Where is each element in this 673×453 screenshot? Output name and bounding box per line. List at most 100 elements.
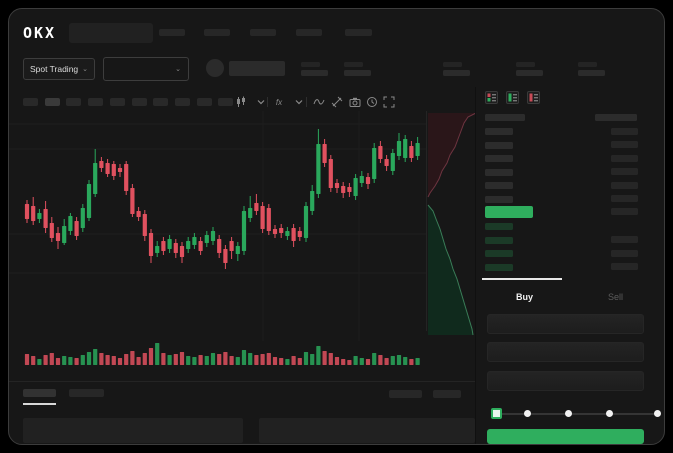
fullscreen-icon[interactable] bbox=[382, 95, 396, 109]
price-input[interactable] bbox=[487, 314, 644, 334]
percent-slider-track[interactable] bbox=[493, 413, 658, 415]
buy-submit-button[interactable] bbox=[487, 429, 644, 444]
nav-item-placeholder[interactable] bbox=[204, 29, 230, 36]
toolbar-divider bbox=[267, 97, 268, 107]
stat-value-placeholder bbox=[578, 70, 605, 76]
timeframe-pill[interactable] bbox=[174, 98, 190, 106]
bottom-tab-active[interactable] bbox=[23, 389, 56, 397]
orderbook-layout-switch bbox=[485, 91, 545, 105]
last-price-placeholder bbox=[229, 61, 285, 76]
ask-amount-bar[interactable] bbox=[611, 195, 638, 202]
trading-app-window: OKX Spot Trading ⌄ ⌄ fx bbox=[8, 8, 665, 445]
tab-sell-label: Sell bbox=[607, 292, 623, 302]
okx-logo-text: OKX bbox=[23, 24, 57, 42]
nav-item-placeholder[interactable] bbox=[159, 29, 185, 36]
ask-amount-bar[interactable] bbox=[611, 168, 638, 176]
header-search-placeholder[interactable] bbox=[69, 23, 153, 43]
section-divider bbox=[9, 381, 475, 382]
top-nav-items bbox=[159, 29, 399, 37]
slider-stop[interactable] bbox=[606, 410, 613, 417]
ticker-stat-group bbox=[516, 62, 543, 76]
orders-table-placeholder bbox=[23, 418, 243, 443]
chevron-down-icon[interactable] bbox=[292, 95, 306, 109]
timeframe-pill[interactable] bbox=[88, 98, 104, 106]
timeframe-pill[interactable] bbox=[109, 98, 125, 106]
price-chart[interactable] bbox=[9, 111, 479, 381]
amount-input[interactable] bbox=[487, 342, 644, 362]
ask-price-row[interactable] bbox=[485, 155, 513, 163]
ask-amount-bar[interactable] bbox=[611, 181, 638, 189]
slider-stop[interactable] bbox=[654, 410, 661, 417]
sidebar-divider bbox=[475, 87, 476, 444]
timeframe-pill[interactable] bbox=[153, 98, 169, 106]
market-type-selector[interactable]: Spot Trading ⌄ bbox=[23, 58, 95, 80]
nav-item-placeholder[interactable] bbox=[296, 29, 322, 36]
bid-amount-bar[interactable] bbox=[611, 249, 638, 257]
compare-icon[interactable] bbox=[312, 95, 326, 109]
indicators-icon[interactable]: fx bbox=[275, 97, 283, 107]
orders-table-placeholder bbox=[259, 418, 475, 443]
slider-handle-selected[interactable] bbox=[491, 408, 502, 419]
draw-icon[interactable] bbox=[330, 95, 344, 109]
book-combined-icon[interactable] bbox=[485, 91, 498, 105]
tab-buy[interactable]: Buy bbox=[479, 284, 570, 310]
chevron-down-icon[interactable] bbox=[254, 95, 268, 109]
book-asks-icon[interactable] bbox=[527, 91, 540, 105]
pair-selector[interactable]: ⌄ bbox=[103, 57, 189, 81]
total-input[interactable] bbox=[487, 371, 644, 391]
bottom-tab[interactable] bbox=[69, 389, 104, 397]
trade-tabs: Buy Sell bbox=[479, 284, 661, 310]
bid-amount-bar[interactable] bbox=[611, 263, 638, 271]
bottom-action-placeholder[interactable] bbox=[433, 390, 461, 398]
candlestick-type-icon[interactable] bbox=[234, 95, 248, 109]
ask-amount-bar[interactable] bbox=[611, 141, 638, 149]
ticker-stat-group bbox=[443, 62, 470, 76]
bid-price-row[interactable] bbox=[485, 236, 513, 244]
ask-price-row[interactable] bbox=[485, 128, 513, 135]
slider-stop[interactable] bbox=[565, 410, 572, 417]
tab-sell[interactable]: Sell bbox=[570, 284, 661, 310]
slider-stop[interactable] bbox=[524, 410, 531, 417]
timeframe-pill[interactable] bbox=[131, 98, 147, 106]
timeframe-pill[interactable] bbox=[218, 98, 234, 106]
chart-tool-icons: fx bbox=[234, 95, 404, 109]
buy-tab-indicator bbox=[482, 278, 562, 280]
stat-value-placeholder bbox=[301, 70, 328, 76]
okx-logo[interactable]: OKX bbox=[23, 24, 56, 43]
ask-amount-bar[interactable] bbox=[611, 208, 638, 216]
orderbook-header-amount bbox=[595, 114, 637, 121]
stat-label-placeholder bbox=[344, 62, 363, 67]
stat-value-placeholder bbox=[516, 70, 543, 76]
stat-label-placeholder bbox=[443, 62, 462, 67]
ask-price-row[interactable] bbox=[485, 141, 513, 149]
orderbook-header-price bbox=[485, 114, 525, 121]
orderbook-last-price-bar[interactable] bbox=[485, 206, 533, 218]
ask-price-row[interactable] bbox=[485, 182, 513, 190]
ask-amount-bar[interactable] bbox=[611, 128, 638, 135]
timeframe-pill[interactable] bbox=[23, 98, 38, 106]
ticker-stat-group bbox=[301, 62, 328, 76]
bid-price-row[interactable] bbox=[485, 223, 513, 230]
bid-amount-bar[interactable] bbox=[611, 236, 638, 243]
chevron-down-icon: ⌄ bbox=[82, 66, 89, 73]
nav-item-placeholder[interactable] bbox=[345, 29, 372, 36]
ask-price-row[interactable] bbox=[485, 196, 513, 203]
stat-value-placeholder bbox=[443, 70, 470, 76]
ask-amount-bar[interactable] bbox=[611, 154, 638, 162]
timeframe-pill-bar bbox=[23, 94, 243, 108]
bid-price-row[interactable] bbox=[485, 264, 513, 272]
ask-price-row[interactable] bbox=[485, 168, 513, 176]
nav-item-placeholder[interactable] bbox=[250, 29, 276, 36]
chevron-down-icon: ⌄ bbox=[175, 66, 181, 73]
timeframe-pill[interactable] bbox=[196, 98, 212, 106]
camera-icon[interactable] bbox=[348, 95, 362, 109]
history-icon[interactable] bbox=[365, 95, 379, 109]
ticker-stat-group bbox=[578, 62, 605, 76]
bottom-tab-active-underline bbox=[23, 403, 56, 405]
book-bids-icon[interactable] bbox=[506, 91, 519, 105]
timeframe-pill[interactable] bbox=[66, 98, 82, 106]
timeframe-pill[interactable] bbox=[44, 98, 60, 106]
bid-price-row[interactable] bbox=[485, 250, 513, 258]
price-chart-svg bbox=[9, 111, 477, 365]
bottom-action-placeholder[interactable] bbox=[389, 390, 422, 398]
